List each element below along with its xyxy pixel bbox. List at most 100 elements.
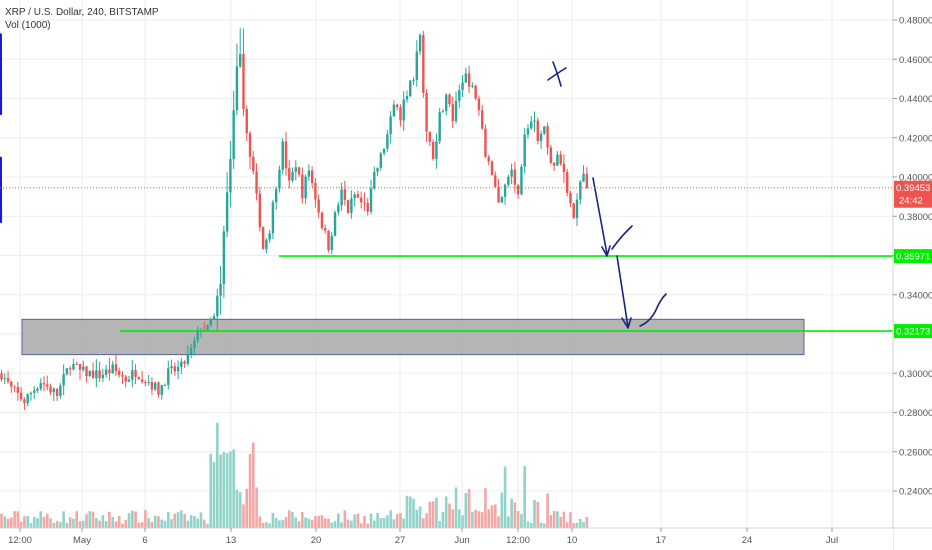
volume-bar (569, 512, 572, 528)
volume-bar (497, 516, 500, 528)
candlesticks (0, 28, 589, 410)
volume-bar (75, 511, 79, 528)
volume-bar (62, 511, 65, 528)
volume-bar (13, 511, 16, 528)
candle-body (75, 363, 78, 365)
candle-body (19, 392, 23, 400)
candle-body (239, 53, 242, 67)
volume-indicator-label: Vol (1000) (5, 20, 51, 31)
candle-body (350, 198, 353, 213)
candle-body (458, 90, 461, 101)
candle-body (445, 94, 448, 112)
time-tick-label: Jul (826, 535, 838, 546)
time-axis: 12:00 May 6 13 20 27 Jun 12:00 10 17 24 Jul (0, 527, 932, 550)
candle-body (229, 159, 232, 193)
volume-bar (317, 516, 320, 528)
candle-body (193, 340, 196, 349)
volume-bar (104, 521, 108, 528)
volume-bar (196, 518, 199, 528)
candle-body (225, 192, 229, 232)
level-tag-upper: 0.35971 (896, 252, 930, 263)
volume-bar (225, 453, 229, 528)
volume-bar (281, 519, 285, 528)
candle-body (454, 100, 458, 122)
volume-bar (526, 521, 530, 528)
candle-body (533, 120, 536, 122)
volume-bar (356, 513, 360, 528)
volume-bar (480, 512, 484, 528)
price-tick-label: 0.40000 (899, 173, 932, 184)
candle-body (26, 394, 29, 404)
candle-body (418, 35, 422, 52)
time-tick-label: 27 (395, 535, 406, 546)
volume-bar (484, 488, 487, 528)
candle-body (278, 169, 281, 189)
volume-bar (464, 493, 468, 528)
candle-body (29, 392, 33, 395)
candle-body (464, 73, 468, 83)
candle-body (405, 96, 409, 100)
volume-bar (543, 523, 546, 528)
projection-arrow-1 (592, 177, 608, 255)
volume-bar (366, 523, 370, 528)
volume-bar (45, 514, 49, 528)
volume-bar (117, 516, 121, 528)
volume-bar (389, 510, 392, 528)
volume-bar (291, 511, 294, 528)
volume-bar (248, 453, 252, 528)
volume-bar (29, 523, 33, 528)
candle-body (85, 366, 88, 377)
candle-body (530, 121, 533, 129)
candle-body (88, 370, 91, 377)
volume-bar (510, 498, 513, 528)
volume-bar (471, 511, 474, 528)
volume-bar (72, 518, 75, 528)
volume-bar (399, 513, 402, 528)
level-tag-lower-bg (894, 324, 932, 339)
volume-bar (372, 520, 376, 528)
candle-body (536, 120, 539, 141)
candle-body (412, 79, 415, 81)
candle-body (137, 376, 141, 380)
volume-bar (85, 514, 88, 528)
candle-body (131, 370, 134, 380)
candle-body (49, 386, 52, 393)
candle-body (114, 364, 118, 372)
candle-body (98, 370, 101, 379)
last-price-tag-bg (894, 180, 932, 208)
volume-bar (216, 422, 219, 528)
drawing-annotations (0, 33, 893, 332)
candle-body (144, 381, 147, 383)
volume-bar (369, 513, 373, 528)
candle-body (91, 370, 95, 379)
candle-body (320, 212, 324, 229)
volume-bar (232, 449, 235, 528)
candle-body (435, 141, 438, 159)
candle-body (330, 235, 333, 251)
candle-body (575, 199, 579, 218)
volume-bar (150, 521, 154, 528)
volume-bar (330, 522, 334, 528)
candle-body (484, 128, 487, 157)
level-tag-upper-bg (894, 249, 932, 264)
candle-body (82, 366, 85, 370)
candle-body (111, 364, 114, 374)
volume-bar (304, 517, 307, 528)
candle-body (324, 228, 327, 231)
volume-bar (222, 452, 226, 528)
candle-body (386, 134, 389, 149)
candle-body (389, 116, 392, 135)
volume-bar (297, 521, 301, 528)
candle-body (284, 141, 288, 169)
volume-bar (238, 492, 242, 528)
candle-body (68, 368, 72, 370)
volume-bar (350, 520, 353, 528)
volume-bar (444, 496, 448, 528)
candle-body (261, 227, 265, 249)
volume-bar (134, 511, 137, 528)
volume-bar (562, 511, 566, 528)
volume-bar (245, 488, 249, 528)
price-tick-label: 0.30000 (899, 369, 932, 380)
candle-body (360, 197, 363, 203)
